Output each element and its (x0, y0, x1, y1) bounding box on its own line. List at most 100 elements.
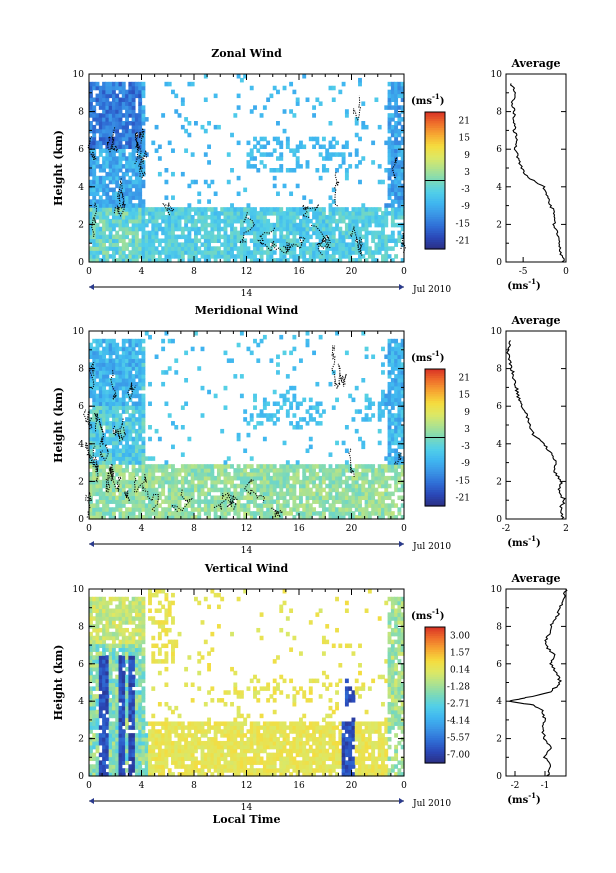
heatmap-cell (344, 250, 349, 255)
heatmap-cell (102, 401, 107, 407)
heatmap-cell (381, 503, 385, 508)
heatmap-cell (230, 250, 234, 255)
heatmap-cell (131, 647, 136, 652)
heatmap-cell (335, 495, 339, 501)
heatmap-cell (121, 195, 126, 200)
heatmap-cell (315, 97, 320, 103)
heatmap-cell (253, 503, 257, 508)
heatmap-cell (397, 121, 402, 126)
heatmap-cell (394, 128, 399, 134)
heatmap-cell (243, 242, 248, 247)
heatmap-cell (397, 140, 402, 146)
heatmap-cell (92, 647, 97, 652)
heatmap-cell (128, 515, 133, 520)
heatmap-cell (328, 156, 333, 161)
heatmap-cell (92, 136, 97, 142)
heatmap-cell (266, 413, 271, 418)
heatmap-cell (397, 456, 402, 461)
heatmap-cell (292, 425, 297, 430)
heatmap-cell (105, 737, 110, 742)
heatmap-cell (121, 655, 126, 660)
heatmap-cell (138, 409, 143, 414)
heatmap-cell (164, 507, 169, 512)
heatmap-cell (361, 207, 366, 212)
heatmap-cell (118, 168, 123, 173)
heatmap-cell (128, 701, 133, 707)
heatmap-cell (213, 511, 218, 516)
heatmap-cell (131, 515, 136, 520)
heatmap-cell (253, 479, 257, 485)
heatmap-cell (253, 499, 257, 504)
heatmap-cell (125, 507, 129, 512)
heatmap-cell (308, 479, 313, 485)
heatmap-cell (276, 495, 280, 501)
heatmap-cell (141, 417, 146, 422)
heatmap-cell (387, 234, 392, 240)
heatmap-cell (95, 81, 100, 87)
heatmap-cell (341, 495, 346, 501)
heatmap-cell (108, 195, 113, 200)
heatmap-cell (92, 464, 97, 469)
heatmap-cell (272, 515, 277, 520)
heatmap-cell (367, 230, 372, 236)
heatmap-cell (223, 218, 228, 224)
heatmap-cell (125, 483, 129, 489)
heatmap-cell (308, 511, 313, 516)
heatmap-cell (381, 370, 385, 375)
heatmap-cell (108, 670, 113, 676)
heatmap-cell (115, 374, 120, 379)
heatmap-cell (118, 218, 123, 224)
heatmap-cell (266, 503, 271, 508)
heatmap-cell (321, 250, 326, 255)
heatmap-cell (131, 222, 136, 228)
heatmap-cell (381, 468, 385, 473)
heatmap-cell (279, 144, 284, 150)
colorbar-segment (425, 499, 445, 503)
heatmap-cell (210, 218, 215, 224)
heatmap-cell (115, 666, 120, 672)
heatmap-cell (111, 639, 116, 645)
heatmap-cell (138, 93, 143, 99)
heatmap-cell (144, 222, 149, 228)
heatmap-cell (167, 226, 172, 232)
heatmap-cell (397, 374, 402, 379)
heatmap-cell (111, 362, 116, 367)
heatmap-cell (187, 483, 192, 489)
heatmap-cell (184, 148, 189, 153)
heatmap-cell (108, 358, 113, 363)
heatmap-cell (98, 639, 103, 645)
heatmap-cell (335, 211, 339, 216)
heatmap-cell (115, 772, 120, 777)
heatmap-cell (348, 503, 353, 508)
avg-x-tick-label: 0 (563, 267, 569, 277)
heatmap-cell (95, 362, 100, 367)
heatmap-cell (207, 503, 212, 508)
heatmap-cell (89, 428, 93, 434)
heatmap-cell (125, 499, 129, 504)
heatmap-cell (157, 156, 162, 161)
heatmap-cell (105, 362, 110, 367)
heatmap-cell (203, 238, 208, 244)
heatmap-cell (249, 218, 254, 224)
heatmap-cell (138, 499, 143, 504)
heatmap-cell (125, 425, 129, 430)
heatmap-cell (367, 503, 372, 508)
heatmap-cell (121, 121, 126, 126)
heatmap-cell (312, 491, 317, 497)
heatmap-cell (89, 85, 93, 91)
heatmap-cell (98, 596, 103, 602)
heatmap-cell (400, 117, 405, 122)
heatmap-cell (128, 709, 133, 715)
heatmap-cell (361, 417, 366, 422)
heatmap-cell (325, 483, 330, 489)
heatmap-cell (102, 354, 107, 360)
heatmap-cell (394, 195, 399, 200)
heatmap-cell (387, 389, 392, 395)
heatmap-cell (259, 475, 264, 481)
heatmap-cell (98, 768, 103, 773)
heatmap-cell (387, 385, 392, 391)
heatmap-cell (144, 507, 149, 512)
heatmap-cell (305, 448, 310, 454)
heatmap-cell (377, 499, 382, 504)
heatmap-cell (141, 472, 146, 477)
